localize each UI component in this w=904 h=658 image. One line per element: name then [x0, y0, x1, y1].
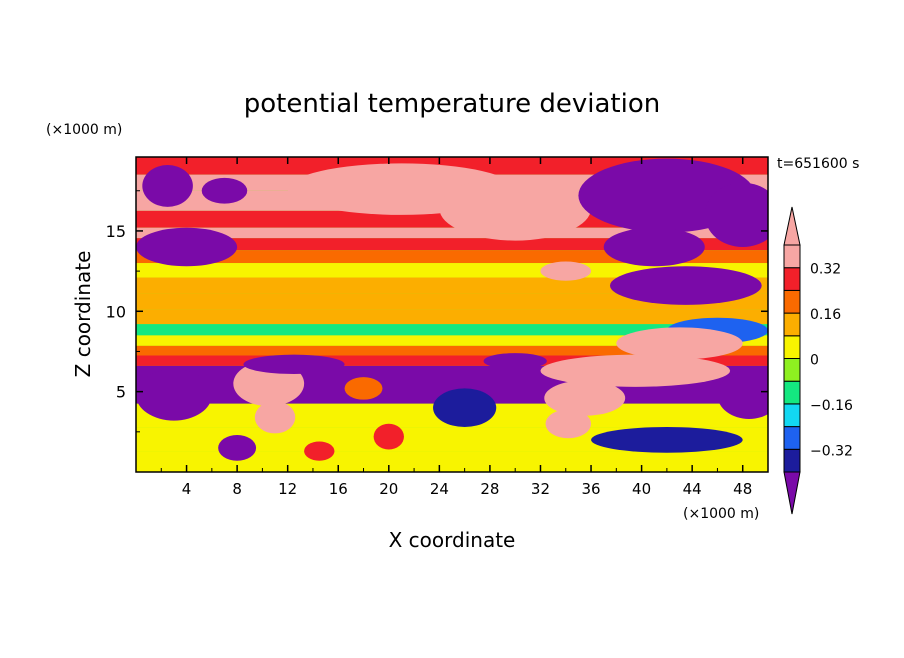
colorbar-segment: [783, 448, 801, 473]
field-feature: [717, 370, 768, 419]
field-feature: [540, 354, 731, 387]
field-band: [136, 227, 768, 239]
y-unit-label: (×1000 m): [46, 122, 122, 138]
field-feature: [433, 388, 497, 428]
field-feature: [591, 427, 743, 453]
field-feature: [610, 266, 762, 305]
field-feature: [218, 435, 257, 461]
field-band: [136, 335, 768, 346]
colorbar-segment: [783, 335, 801, 359]
colorbar-segment: [783, 426, 801, 450]
x-tick-label: 12: [278, 480, 297, 498]
field-band: [136, 263, 768, 278]
field-band: [136, 355, 768, 366]
field-feature: [243, 354, 345, 374]
field-feature: [603, 227, 705, 267]
colorbar-label: 0: [810, 353, 819, 369]
x-axis-ticks: 4 8 12 16 20 24 28 32 36 40 44 48: [160, 157, 752, 498]
x-tick-label: 20: [379, 480, 398, 498]
field-feature: [304, 441, 335, 461]
x-tick-label: 28: [480, 480, 499, 498]
x-tick-label: 40: [632, 480, 651, 498]
colorbar-segment: [783, 267, 801, 291]
field-feature: [142, 165, 193, 207]
colorbar-label: −0.32: [810, 443, 853, 459]
time-label: t=651600 s: [777, 156, 859, 172]
field-feature: [373, 423, 404, 450]
colorbar-segment: [783, 358, 801, 382]
colorbar-label: 0.16: [810, 307, 841, 323]
field-feature: [201, 177, 248, 204]
colorbar-segment: [783, 312, 801, 337]
field-band: [136, 451, 768, 472]
field-feature: [544, 380, 626, 416]
field-band: [136, 293, 768, 310]
field-feature: [439, 176, 592, 241]
field-band: [136, 345, 768, 356]
y-tick-label: 5: [116, 383, 126, 402]
x-unit-label: (×1000 m): [683, 506, 759, 522]
x-tick-label: 48: [733, 480, 752, 498]
field-feature: [254, 401, 296, 434]
x-tick-label: 32: [531, 480, 550, 498]
field-feature: [344, 377, 383, 400]
colorbar-bottom-triangle: [783, 471, 801, 515]
x-tick-label: 44: [683, 480, 702, 498]
x-tick-label: 16: [329, 480, 348, 498]
field-band: [136, 309, 768, 325]
field-band: [136, 324, 768, 336]
field-features: [136, 158, 768, 461]
plot-area: [136, 157, 768, 472]
colorbar-segment: [783, 289, 801, 314]
colorbar-label: −0.16: [810, 398, 853, 414]
y-axis-ticks: 5 10 15: [106, 190, 768, 433]
x-tick-label: 4: [182, 480, 192, 498]
field-feature: [136, 369, 212, 421]
field-feature: [704, 182, 768, 247]
field-band: [136, 277, 768, 294]
colorbar-segment: [783, 244, 801, 269]
x-tick-label: 8: [232, 480, 242, 498]
field-feature: [483, 353, 547, 370]
colorbar-top-triangle: [783, 206, 801, 246]
colorbar-label: 0.32: [810, 262, 841, 278]
field-feature: [136, 227, 238, 267]
x-axis-label: X coordinate: [389, 528, 516, 552]
colorbar-segment: [783, 403, 801, 428]
x-tick-label: 36: [581, 480, 600, 498]
colorbar-segment: [783, 380, 801, 405]
x-tick-label: 24: [430, 480, 449, 498]
y-tick-label: 15: [106, 222, 126, 241]
y-tick-label: 10: [106, 302, 126, 321]
field-feature: [540, 261, 592, 281]
plot-frame: [135, 156, 769, 473]
field-feature: [545, 409, 592, 439]
field-feature: [616, 327, 743, 360]
colorbar: 0.32 0.16 0 −0.16 −0.32: [783, 206, 853, 515]
y-axis-label: Z coordinate: [71, 251, 95, 378]
chart-title: potential temperature deviation: [244, 89, 660, 119]
